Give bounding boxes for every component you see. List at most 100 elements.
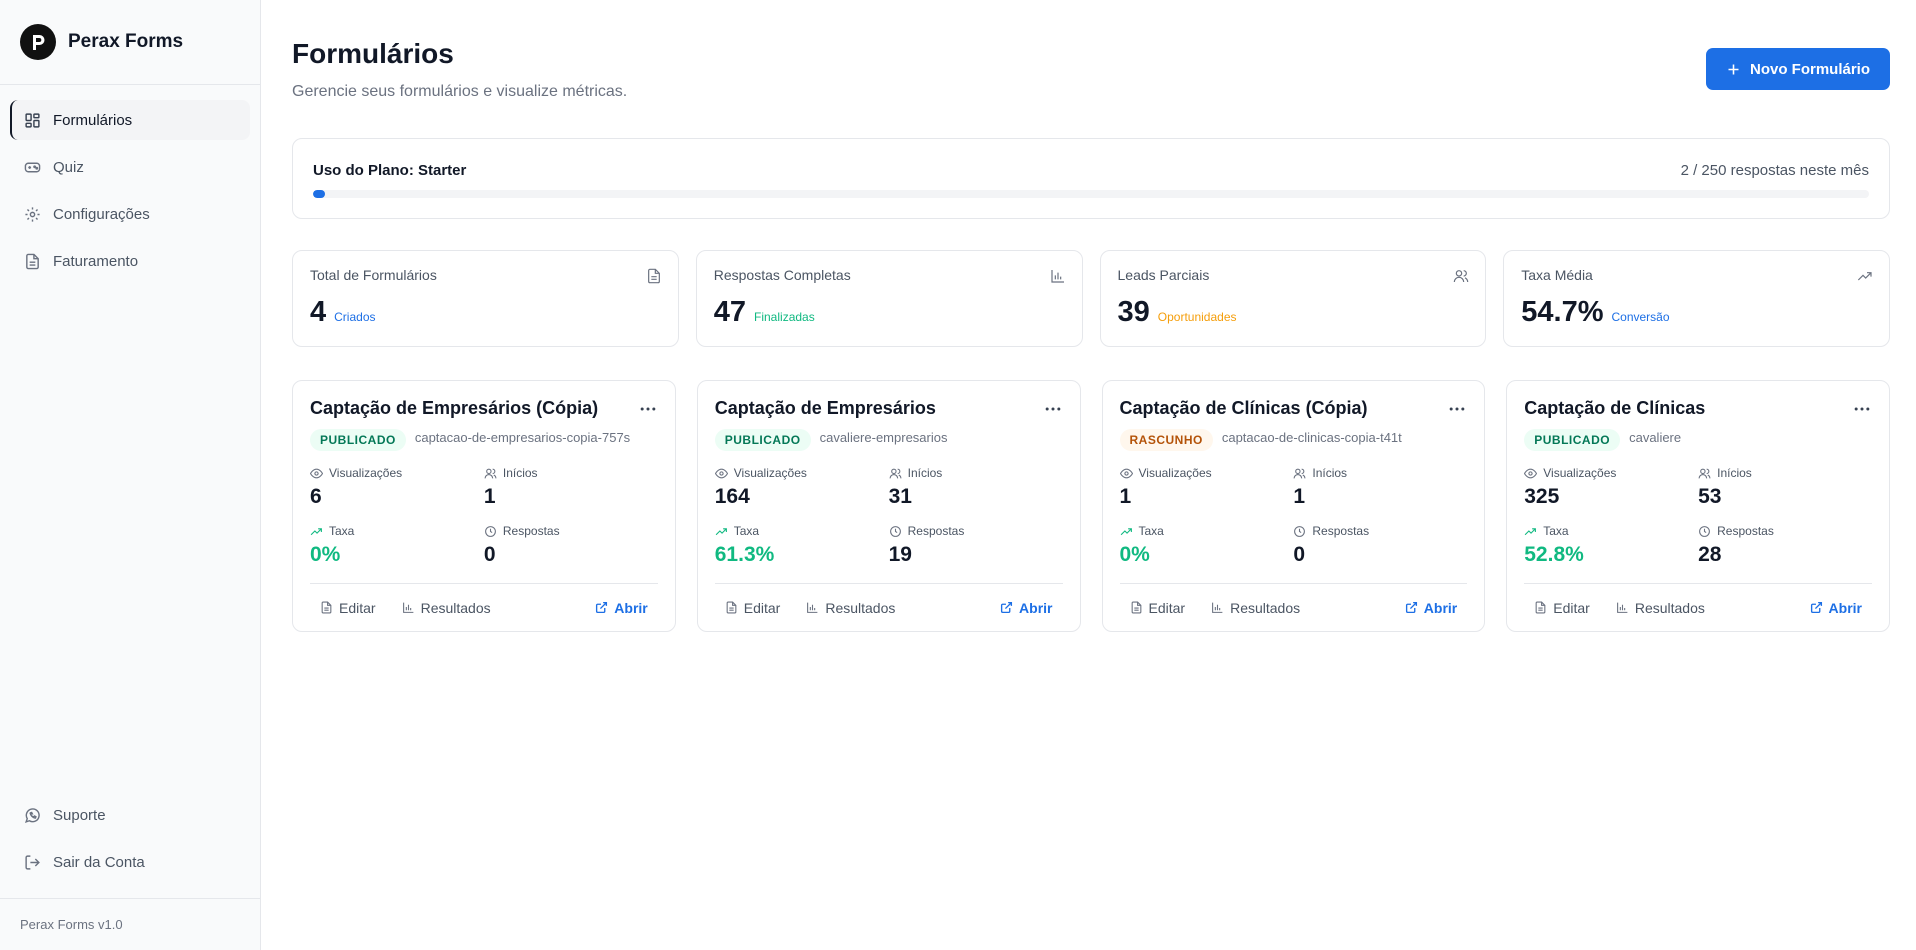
form-slug: captacao-de-empresarios-copia-757s <box>414 430 631 445</box>
stat-card-total-forms: Total de Formulários 4 Criados <box>292 250 679 347</box>
plan-progress-bar <box>313 190 1869 198</box>
eye-icon <box>714 468 728 478</box>
results-button[interactable]: Resultados <box>402 600 491 616</box>
sidebar-item-logout[interactable]: Sair da Conta <box>10 842 250 882</box>
edit-label: Editar <box>1148 599 1186 616</box>
users-icon <box>1293 468 1306 478</box>
stat-label: Respostas Completas <box>713 267 851 283</box>
metric-value: 1 <box>1293 485 1306 508</box>
form-card-header: Captação de Clínicas <box>1524 398 1872 419</box>
gamepad-icon <box>24 162 41 172</box>
metric-responses: Respostas 0 <box>484 524 658 567</box>
open-link[interactable]: Abrir <box>595 600 648 616</box>
form-meta: PUBLICADO captacao-de-empresarios-copia-… <box>310 429 658 451</box>
stat-card-average-rate: Taxa Média 54.7% Conversão <box>1503 250 1890 347</box>
open-link[interactable]: Abrir <box>1000 600 1053 616</box>
status-badge: PUBLICADO <box>714 429 811 451</box>
open-link[interactable]: Abrir <box>1405 600 1457 616</box>
sidebar-item-configuracoes[interactable]: Configurações <box>10 194 250 234</box>
more-options-icon[interactable] <box>1043 399 1063 419</box>
document-icon <box>26 253 39 269</box>
status-badge: RASCUNHO <box>1119 429 1213 451</box>
logout-icon <box>25 854 40 870</box>
metric-value: 61.3% <box>714 543 775 566</box>
edit-button[interactable]: Editar <box>1534 600 1590 616</box>
sidebar-item-quiz[interactable]: Quiz <box>10 147 250 187</box>
form-meta: RASCUNHO captacao-de-clinicas-copia-t41t <box>1119 429 1468 451</box>
metric-responses: Respostas 28 <box>1698 524 1872 567</box>
metric-label-text: Visualizações <box>1543 466 1617 480</box>
edit-button[interactable]: Editar <box>725 600 780 616</box>
edit-button[interactable]: Editar <box>1130 599 1186 616</box>
bar-chart-icon <box>402 602 413 613</box>
metric-label-text: Respostas <box>1312 524 1370 538</box>
metric-label: Respostas <box>1698 524 1872 538</box>
users-icon <box>484 468 497 478</box>
new-form-button[interactable]: Novo Formulário <box>1705 48 1890 90</box>
metric-views: Visualizações 164 <box>714 466 889 509</box>
sidebar-item-formularios[interactable]: Formulários <box>10 100 250 140</box>
open-link[interactable]: Abrir <box>1810 600 1862 616</box>
results-button[interactable]: Resultados <box>1616 600 1705 616</box>
form-metrics: Visualizações 325 Inícios 53 Taxa 52.8% <box>1524 466 1872 567</box>
metric-value: 19 <box>888 543 912 566</box>
clock-icon <box>484 525 496 537</box>
metric-label-text: Visualizações <box>1138 466 1212 480</box>
clock-icon <box>889 525 901 537</box>
metric-value: 31 <box>888 485 912 508</box>
metric-label: Inícios <box>1698 466 1872 480</box>
metric-responses: Respostas 0 <box>1293 524 1467 567</box>
metric-label: Respostas <box>1293 524 1467 538</box>
form-slug: cavaliere <box>1629 430 1682 445</box>
form-actions: Editar Resultados Abrir <box>1120 584 1468 631</box>
more-options-icon[interactable] <box>1447 399 1467 419</box>
metric-label-text: Inícios <box>907 466 943 480</box>
stat-label: Taxa Média <box>1521 267 1593 283</box>
external-link-icon <box>596 601 608 614</box>
new-form-label: Novo Formulário <box>1749 60 1870 78</box>
plan-usage-card: Uso do Plano: Starter 2 / 250 respostas … <box>292 138 1890 219</box>
metric-value: 325 <box>1524 485 1560 508</box>
grid-icon <box>25 112 40 128</box>
forms-grid: Captação de Empresários (Cópia) PUBLICAD… <box>292 380 1890 632</box>
metric-rate: Taxa 52.8% <box>1524 524 1698 567</box>
metric-rate: Taxa 61.3% <box>715 524 889 567</box>
open-label: Abrir <box>1828 599 1862 616</box>
metric-label: Visualizações <box>1119 466 1294 480</box>
external-link-icon <box>1810 601 1822 614</box>
results-button[interactable]: Resultados <box>1211 600 1300 616</box>
results-button[interactable]: Resultados <box>806 600 895 616</box>
stats-row: Total de Formulários 4 Criados Respostas… <box>292 250 1890 347</box>
brand[interactable]: Perax Forms <box>0 0 260 85</box>
trending-up-icon <box>310 527 322 535</box>
metric-value: 164 <box>714 485 750 508</box>
metric-label-text: Respostas <box>907 524 965 538</box>
more-options-icon[interactable] <box>638 399 658 419</box>
metric-value: 0 <box>1293 543 1306 566</box>
sidebar-item-faturamento[interactable]: Faturamento <box>10 241 250 281</box>
stat-value-row: 4 Criados <box>310 296 376 329</box>
metric-value: 0% <box>1119 543 1150 566</box>
metric-label: Inícios <box>484 466 658 480</box>
document-icon <box>1535 601 1546 614</box>
form-slug: cavaliere-empresarios <box>819 430 948 445</box>
edit-button[interactable]: Editar <box>320 600 376 616</box>
metric-responses: Respostas 19 <box>889 524 1063 567</box>
bar-chart-icon <box>1212 602 1223 613</box>
sidebar-item-suporte[interactable]: Suporte <box>10 795 250 835</box>
sidebar-item-label: Suporte <box>53 806 106 824</box>
document-icon <box>321 601 332 614</box>
metric-starts: Inícios 1 <box>1293 466 1467 509</box>
form-title: Captação de Empresários (Cópia) <box>310 398 599 418</box>
clock-icon <box>1294 525 1306 537</box>
metric-starts: Inícios 1 <box>484 466 658 509</box>
more-options-icon[interactable] <box>1852 399 1872 419</box>
form-card: Captação de Clínicas (Cópia) RASCUNHO ca… <box>1101 380 1486 632</box>
sidebar-item-label: Quiz <box>53 158 84 176</box>
sidebar-item-label: Sair da Conta <box>53 853 145 871</box>
users-icon <box>1453 270 1469 283</box>
metric-label: Taxa <box>310 524 484 538</box>
trending-up-icon <box>715 527 727 535</box>
stat-note: Oportunidades <box>1157 310 1237 324</box>
metric-label: Inícios <box>1293 466 1467 480</box>
